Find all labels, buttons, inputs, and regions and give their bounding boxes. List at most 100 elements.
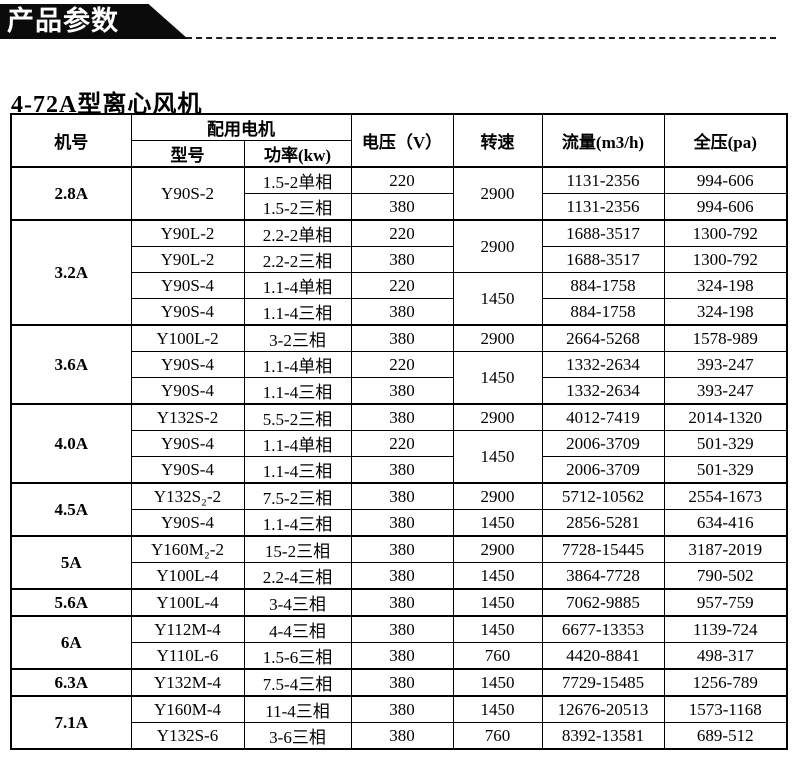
- cell-model: Y90S-4: [130, 456, 245, 484]
- cell-voltage: 380: [350, 535, 454, 563]
- cell-voltage: 380: [350, 588, 454, 617]
- cell-voltage: 380: [350, 642, 454, 670]
- cell-power: 1.5-2三相: [243, 193, 352, 221]
- cell-voltage: 380: [350, 668, 454, 697]
- table-row: Y90S-4 1.1-4三相 380 2006-3709 501-329: [11, 456, 788, 484]
- cell-model: Y90S-2: [130, 166, 245, 221]
- cell-power: 7.5-2三相: [243, 482, 352, 510]
- table-row: Y90S-4 1.1-4单相 220 1450 2006-3709 501-329: [11, 430, 788, 484]
- cell-speed: 1450: [452, 588, 543, 617]
- cell-machine-no: 4.5A: [10, 482, 132, 537]
- cell-speed: 1450: [452, 695, 543, 723]
- header-voltage: 电压（V）: [350, 113, 454, 168]
- cell-power: 7.5-4三相: [243, 668, 352, 697]
- cell-power: 15-2三相: [243, 535, 352, 563]
- cell-flow: 1688-3517: [541, 246, 665, 273]
- cell-machine-no: 4.0A: [10, 403, 132, 484]
- header-pressure: 全压(pa): [663, 113, 788, 168]
- cell-pressure: 689-512: [663, 722, 788, 750]
- cell-flow: 1131-2356: [541, 193, 665, 221]
- table-row: 4.0A Y132S-2 5.5-2三相 380 2900 4012-7419 2014-1…: [10, 403, 788, 484]
- cell-flow: 8392-13581: [541, 722, 665, 750]
- cell-speed: 1450: [452, 562, 543, 590]
- cell-power: 1.1-4三相: [243, 377, 352, 405]
- cell-speed: 2900: [452, 166, 543, 221]
- cell-flow: 1332-2634: [541, 351, 665, 378]
- cell-model: Y100L-4: [130, 562, 245, 590]
- cell-flow: 4420-8841: [541, 642, 665, 670]
- cell-speed: 1450: [452, 509, 543, 537]
- cell-model: Y112M-4: [130, 615, 245, 643]
- cell-model: Y132S-6: [130, 722, 245, 750]
- cell-model: Y90S-4: [130, 377, 245, 405]
- cell-voltage: 220: [350, 219, 454, 247]
- cell-model: Y160M₂-2: [130, 535, 245, 563]
- cell-power: 3-4三相: [243, 588, 352, 617]
- table-row: 4.5A Y132S₂-2 7.5-2三相 380 2900 5712-10562 2554…: [10, 482, 788, 537]
- cell-flow: 1688-3517: [541, 219, 665, 247]
- table-row: 6.3A Y132M-4 7.5-4三相 380 1450 7729-15485 1256-…: [10, 668, 788, 697]
- cell-model: Y90S-4: [130, 430, 245, 457]
- cell-speed: 2900: [452, 219, 543, 273]
- cell-flow: 2664-5268: [541, 324, 665, 352]
- cell-voltage: 380: [350, 324, 454, 352]
- cell-voltage: 380: [350, 193, 454, 221]
- header-row-1: 机号 配用电机 电压（V） 转速 流量(m3/h) 全压(pa): [10, 113, 788, 168]
- cell-voltage: 380: [350, 456, 454, 484]
- cell-model: Y132S-2: [130, 403, 245, 431]
- cell-power: 5.5-2三相: [243, 403, 352, 431]
- cell-power: 1.5-2单相: [243, 166, 352, 194]
- table-row: Y90L-2 2.2-2三相 380 1688-3517 1300-792: [11, 246, 788, 273]
- cell-speed: 2900: [452, 535, 543, 563]
- cell-power: 1.1-4单相: [243, 430, 352, 457]
- cell-pressure: 501-329: [663, 430, 788, 457]
- cell-voltage: 380: [350, 298, 454, 326]
- cell-voltage: 380: [350, 482, 454, 510]
- cell-model: Y90S-4: [130, 272, 245, 299]
- cell-flow: 4012-7419: [541, 403, 665, 431]
- header-row-2: 型号 功率(kw): [11, 140, 787, 168]
- header-flow: 流量(m3/h): [541, 113, 665, 168]
- cell-pressure: 1300-792: [663, 219, 788, 247]
- cell-power: 1.1-4单相: [243, 272, 352, 299]
- cell-pressure: 1573-1168: [663, 695, 788, 723]
- cell-voltage: 220: [350, 272, 454, 299]
- cell-flow: 12676-20513: [541, 695, 665, 723]
- header-speed: 转速: [452, 113, 543, 168]
- cell-pressure: 2554-1673: [663, 482, 788, 510]
- cell-pressure: 393-247: [663, 351, 788, 378]
- cell-model: Y100L-4: [130, 588, 245, 617]
- table-row: 5.6A Y100L-4 3-4三相 380 1450 7062-9885 957-759: [10, 588, 788, 617]
- cell-model: Y132S₂-2: [130, 482, 245, 510]
- cell-pressure: 498-317: [663, 642, 788, 670]
- cell-pressure: 790-502: [663, 562, 788, 590]
- cell-model: Y90S-4: [130, 298, 245, 326]
- banner-dashed-divider: [186, 37, 776, 39]
- cell-model: Y132M-4: [130, 668, 245, 697]
- cell-power: 2.2-4三相: [243, 562, 352, 590]
- cell-speed: 1450: [452, 615, 543, 643]
- cell-flow: 1332-2634: [541, 377, 665, 405]
- cell-pressure: 501-329: [663, 456, 788, 484]
- cell-machine-no: 2.8A: [10, 166, 132, 221]
- cell-flow: 884-1758: [541, 298, 665, 326]
- cell-speed: 760: [452, 722, 543, 750]
- cell-machine-no: 6.3A: [10, 668, 132, 697]
- cell-model: Y90L-2: [130, 246, 245, 273]
- cell-model: Y100L-2: [130, 324, 245, 352]
- cell-model: Y90S-4: [130, 509, 245, 537]
- cell-voltage: 380: [350, 403, 454, 431]
- cell-model: Y110L-6: [130, 642, 245, 670]
- cell-voltage: 380: [350, 695, 454, 723]
- cell-pressure: 994-606: [663, 166, 788, 194]
- fan-spec-table: 机号 配用电机 电压（V） 转速 流量(m3/h) 全压(pa) 型号 功率(k…: [10, 113, 788, 750]
- cell-voltage: 380: [350, 615, 454, 643]
- section-banner: 产品参数: [0, 4, 188, 39]
- cell-flow: 3864-7728: [541, 562, 665, 590]
- table-row: 3.2A Y90L-2 2.2-2单相 220 2900 1688-3517 1300-79…: [10, 219, 788, 326]
- header-machine-no: 机号: [10, 113, 132, 168]
- cell-power: 3-6三相: [243, 722, 352, 750]
- cell-pressure: 2014-1320: [663, 403, 788, 431]
- cell-pressure: 1139-724: [663, 615, 788, 643]
